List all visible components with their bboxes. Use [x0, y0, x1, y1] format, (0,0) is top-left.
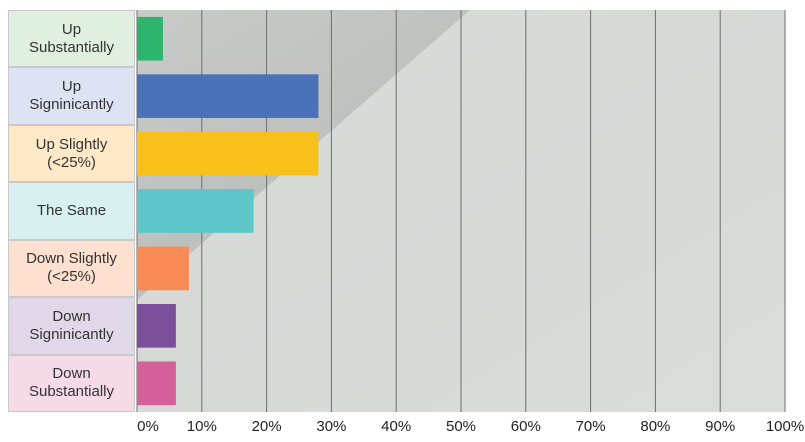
bar: [137, 74, 319, 118]
category-box: Up Signinicantly: [8, 67, 135, 125]
x-tick-label: 30%: [316, 418, 347, 435]
x-tick-label: 50%: [445, 418, 477, 435]
category-label: Down Substantially: [28, 365, 115, 401]
category-label: Down Slightly (<25%): [26, 250, 117, 286]
category-label: Up Substantially: [28, 20, 115, 56]
category-label: The Same: [36, 201, 107, 219]
bar: [137, 246, 189, 291]
category-box: Down Substantially: [8, 354, 135, 412]
category-box: Up Slightly (<25%): [8, 124, 135, 183]
x-tick-label: 80%: [640, 418, 671, 435]
x-tick-label: 40%: [381, 418, 412, 435]
bar: [137, 16, 163, 61]
category-box: Down Signinicantly: [8, 297, 135, 355]
bar: [137, 304, 176, 348]
x-tick-label: 60%: [510, 418, 541, 435]
x-tick-label: 90%: [705, 418, 736, 435]
category-box: Up Substantially: [8, 10, 135, 68]
category-box: The Same: [8, 182, 135, 240]
category-label: Down Signinicantly: [29, 307, 114, 343]
bar: [137, 361, 176, 406]
x-tick-label: 100%: [765, 418, 805, 435]
x-tick-label: 10%: [186, 418, 217, 435]
bar: [137, 189, 254, 233]
x-tick-label: 20%: [251, 418, 282, 435]
category-label: Up Signinicantly: [29, 78, 114, 114]
x-tick-label: 70%: [575, 418, 606, 435]
category-label: Up Slightly (<25%): [35, 135, 108, 171]
category-box: Down Slightly (<25%): [8, 239, 135, 298]
bar: [137, 131, 319, 176]
x-tick-label: 0%: [137, 418, 159, 435]
